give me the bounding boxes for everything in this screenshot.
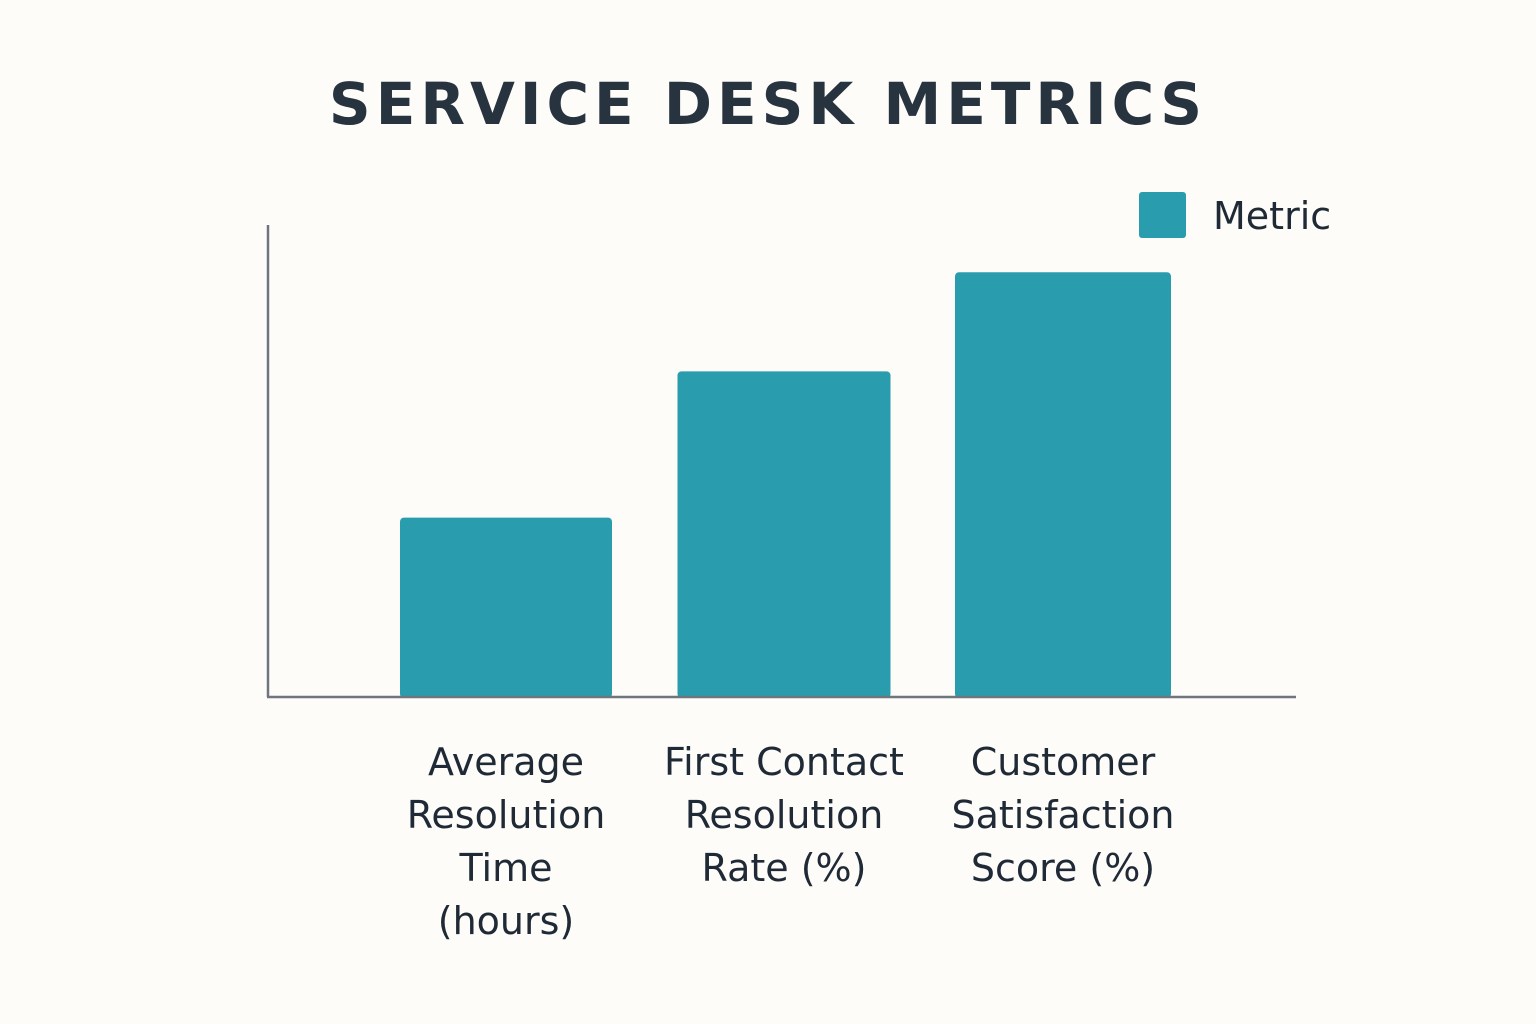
chart-title: SERVICE DESK METRICS	[329, 70, 1207, 138]
legend: Metric	[1139, 192, 1331, 238]
x-tick-label-line: Resolution	[685, 793, 884, 837]
x-tick-label-line: Average	[428, 740, 584, 784]
bar-1	[400, 517, 612, 698]
x-tick-label-line: Customer	[971, 740, 1156, 784]
x-tick-label-line: Score (%)	[971, 846, 1155, 890]
x-tick-label-1: Average Resolution Time (hours)	[407, 740, 606, 943]
x-tick-label-line: (hours)	[438, 899, 575, 943]
legend-label: Metric	[1213, 194, 1331, 238]
bar-2	[677, 371, 891, 698]
x-tick-label-line: First Contact	[664, 740, 904, 784]
x-tick-label-line: Satisfaction	[951, 793, 1174, 837]
x-tick-label-line: Resolution	[407, 793, 606, 837]
x-tick-label-line: Rate (%)	[702, 846, 867, 890]
bar-3	[955, 272, 1171, 698]
x-tick-label-3: Customer Satisfaction Score (%)	[951, 740, 1174, 890]
x-tick-labels: Average Resolution Time (hours) First Contac…	[407, 740, 1175, 943]
legend-swatch	[1139, 192, 1186, 238]
x-tick-label-2: First Contact Resolution Rate (%)	[664, 740, 904, 890]
bars-group	[400, 272, 1171, 698]
x-tick-label-line: Time	[459, 846, 553, 890]
